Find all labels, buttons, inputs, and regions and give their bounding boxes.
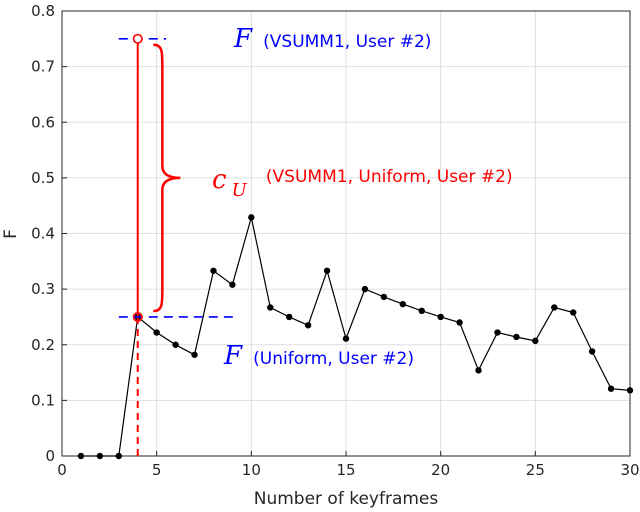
data-point <box>437 313 444 321</box>
data-point <box>77 452 85 460</box>
data-point <box>323 267 331 274</box>
x-tick-label: 30 <box>620 461 639 479</box>
x-tick-label: 10 <box>242 461 261 479</box>
data-point <box>494 329 501 336</box>
data-point <box>532 337 539 345</box>
y-tick-label: 0.2 <box>31 336 55 354</box>
y-axis-title: F <box>1 229 21 239</box>
data-point <box>418 307 425 315</box>
annotations-layer: F (VSUMM1, User #2) F (Uniform, User #2)… <box>118 24 513 456</box>
x-axis-title: Number of keyframes <box>254 489 439 509</box>
x-tick-label: 5 <box>152 461 162 479</box>
annotation-top-label: F (VSUMM1, User #2) <box>233 24 431 54</box>
series-layer <box>77 214 634 460</box>
y-tick-label: 0.3 <box>31 280 55 298</box>
data-point <box>399 300 406 308</box>
data-point <box>248 214 255 221</box>
annotation-bottom-label: F (Uniform, User #2) <box>223 341 414 371</box>
x-tick-label: 15 <box>336 461 355 479</box>
data-point <box>456 319 463 326</box>
data-point <box>96 452 104 460</box>
y-tick-label: 0.5 <box>31 169 55 187</box>
y-tick-label: 0.1 <box>31 391 55 409</box>
data-point <box>551 304 558 311</box>
x-ticks: 0 5 10 15 20 25 30 <box>57 451 640 479</box>
data-point <box>172 341 179 348</box>
data-point <box>286 313 293 321</box>
data-point <box>475 367 482 374</box>
y-tick-label: 0.4 <box>31 225 55 243</box>
data-point <box>570 309 577 316</box>
y-tick-label: 0.7 <box>31 58 55 76</box>
data-point <box>626 387 634 394</box>
annotation-uniform-point <box>132 311 143 322</box>
data-point <box>210 267 217 274</box>
annotation-cu-label: c U (VSUMM1, Uniform, User #2) <box>212 165 513 201</box>
data-point <box>342 335 350 342</box>
y-tick-label: 0.8 <box>31 2 55 20</box>
data-point <box>153 329 160 336</box>
x-tick-label: 0 <box>57 461 67 479</box>
data-point <box>229 281 236 288</box>
data-point <box>513 333 520 341</box>
data-point <box>588 348 596 355</box>
y-tick-label: 0.6 <box>31 113 55 131</box>
x-tick-label: 20 <box>431 461 450 479</box>
data-point <box>115 452 123 460</box>
data-point <box>607 385 615 392</box>
y-ticks: 0 0.1 0.2 0.3 0.4 0.5 0.6 0.7 0.8 <box>31 2 67 465</box>
data-point <box>361 285 369 293</box>
series-line <box>80 217 631 457</box>
data-point <box>380 293 388 301</box>
data-point <box>267 304 274 311</box>
y-tick-label: 0 <box>45 447 55 465</box>
annotation-vsumm-point <box>132 33 143 44</box>
x-tick-label: 25 <box>526 461 545 479</box>
data-point <box>304 322 312 329</box>
data-point <box>191 351 198 358</box>
